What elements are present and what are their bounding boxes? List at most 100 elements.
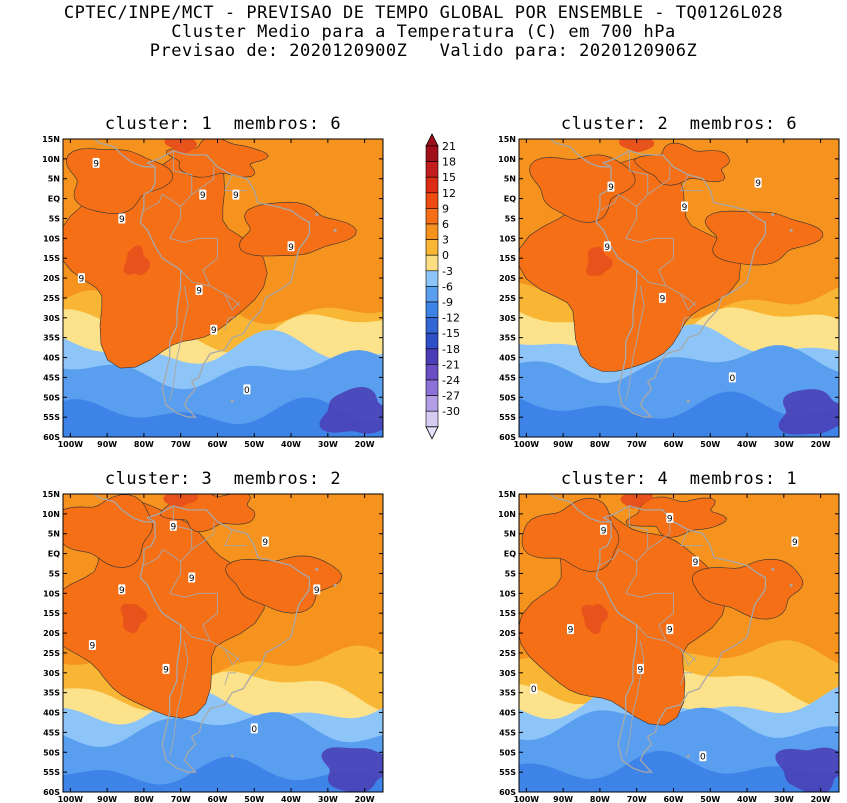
colorbar-label: -15 xyxy=(442,327,460,340)
lat-tick-label: 5S xyxy=(505,214,517,223)
colorbar-label: -12 xyxy=(442,312,460,325)
coastline-central-america xyxy=(530,494,611,523)
lat-tick-label: 60S xyxy=(43,788,60,797)
contour-label-box xyxy=(118,584,126,595)
contour-label: 9 xyxy=(196,286,202,296)
lon-tick-label: 90W xyxy=(97,440,117,449)
contour-label-box xyxy=(791,536,799,547)
lat-tick-label: 5S xyxy=(49,569,61,578)
country-border xyxy=(599,193,637,211)
lat-tick-label: 15S xyxy=(499,254,516,263)
contour-label-box xyxy=(188,572,196,583)
lat-tick-label: EQ xyxy=(504,195,516,204)
map-panel-1: 9 9 9 9 9 9 9 9 9 0 15N 10N 5N EQ 5S 10S 15S 20S 25S 30S 35S… xyxy=(42,122,384,449)
lat-tick-label: 10S xyxy=(43,589,60,598)
contour-label: 9 xyxy=(163,665,169,675)
colorbar-label: 9 xyxy=(442,202,449,215)
lat-tick-label: 15N xyxy=(42,490,60,499)
contour-label: 9 xyxy=(660,294,666,304)
colorbar-swatch xyxy=(425,239,439,256)
country-border xyxy=(180,624,240,662)
contour-label: 9 xyxy=(608,183,614,193)
lon-tick-label: 40W xyxy=(737,440,757,449)
country-border xyxy=(680,174,703,192)
contour-label: 9 xyxy=(682,203,688,213)
country-border xyxy=(680,648,696,666)
contour-label-box xyxy=(636,663,644,674)
country-border xyxy=(143,548,181,566)
lat-tick-label: 10N xyxy=(498,510,516,519)
contour-label: 9 xyxy=(200,191,206,201)
colorbar-label: 6 xyxy=(442,218,449,231)
cold-core xyxy=(321,747,383,792)
lat-tick-label: 35S xyxy=(43,689,60,698)
lat-tick-label: 10N xyxy=(42,510,60,519)
contour-band-minus9 xyxy=(63,756,383,792)
contour-label-box xyxy=(666,624,674,635)
colorbar-label: -9 xyxy=(442,296,453,309)
contour-label-box xyxy=(185,122,192,132)
lat-tick-label: 10S xyxy=(43,234,60,243)
country-border xyxy=(625,592,674,642)
map-panel-3: 9 9 9 9 9 9 9 0 15N 10N 5N EQ 5S 10S 15S 20S 25S 30S 35S 40… xyxy=(42,490,384,803)
island xyxy=(771,567,775,571)
contour-label: 9 xyxy=(755,179,761,189)
contour-band-minus9 xyxy=(519,391,839,437)
country-border xyxy=(636,624,696,662)
lat-tick-label: 60S xyxy=(499,788,516,797)
contour-label-box xyxy=(195,284,203,295)
contour-label: 9 xyxy=(170,522,176,532)
contour-label: 0 xyxy=(531,685,537,695)
lat-tick-label: 45S xyxy=(43,373,60,382)
island xyxy=(315,567,319,571)
lon-tick-label: 100W xyxy=(58,440,84,449)
island xyxy=(333,228,337,232)
contour-label-box xyxy=(600,524,608,535)
contour-label: 0 xyxy=(729,374,735,384)
contour-label-box xyxy=(118,213,126,224)
lat-tick-label: 25S xyxy=(499,294,516,303)
country-border xyxy=(169,592,218,642)
lon-tick-label: 70W xyxy=(627,795,647,803)
contour-region-9 xyxy=(238,201,357,257)
island xyxy=(789,583,793,587)
contour-label: 9 xyxy=(119,215,125,225)
lon-tick-label: 20W xyxy=(811,795,831,803)
coastline xyxy=(139,505,311,773)
country-border xyxy=(224,672,236,685)
country-border xyxy=(224,648,240,666)
coastline-central-america xyxy=(530,139,611,168)
contour-region-12 xyxy=(620,494,653,509)
colorbar-swatch xyxy=(425,161,439,178)
lat-tick-label: 30S xyxy=(499,314,516,323)
lat-tick-label: 40S xyxy=(43,354,60,363)
contour-label: 9 xyxy=(314,586,320,596)
lat-tick-label: 15N xyxy=(498,490,516,499)
lat-tick-label: 5N xyxy=(504,175,516,184)
contour-label: 9 xyxy=(211,326,217,336)
header-line-3: Previsao de: 2020120900Z Valido para: 20… xyxy=(149,41,698,61)
country-border xyxy=(625,166,671,239)
lat-tick-label: 35S xyxy=(499,334,516,343)
country-border xyxy=(143,193,181,211)
colorbar-swatch xyxy=(425,364,439,381)
island xyxy=(686,399,690,403)
contour-label-box xyxy=(681,201,689,212)
lon-tick-label: 30W xyxy=(774,440,794,449)
lat-tick-label: 60S xyxy=(43,433,60,442)
lat-tick-label: EQ xyxy=(48,550,60,559)
contour-label: 9 xyxy=(693,558,699,568)
island xyxy=(230,754,234,758)
lat-tick-label: 20S xyxy=(499,629,516,638)
island xyxy=(333,583,337,587)
island xyxy=(771,212,775,216)
contour-label-box xyxy=(699,751,707,762)
contour-label: 9 xyxy=(119,586,125,596)
contour-label-box xyxy=(88,639,96,650)
country-border xyxy=(224,317,236,330)
lat-tick-label: 50S xyxy=(43,748,60,757)
colorbar-arrow-top xyxy=(425,133,439,147)
country-border xyxy=(680,293,696,311)
contour-region-12 xyxy=(163,494,198,508)
